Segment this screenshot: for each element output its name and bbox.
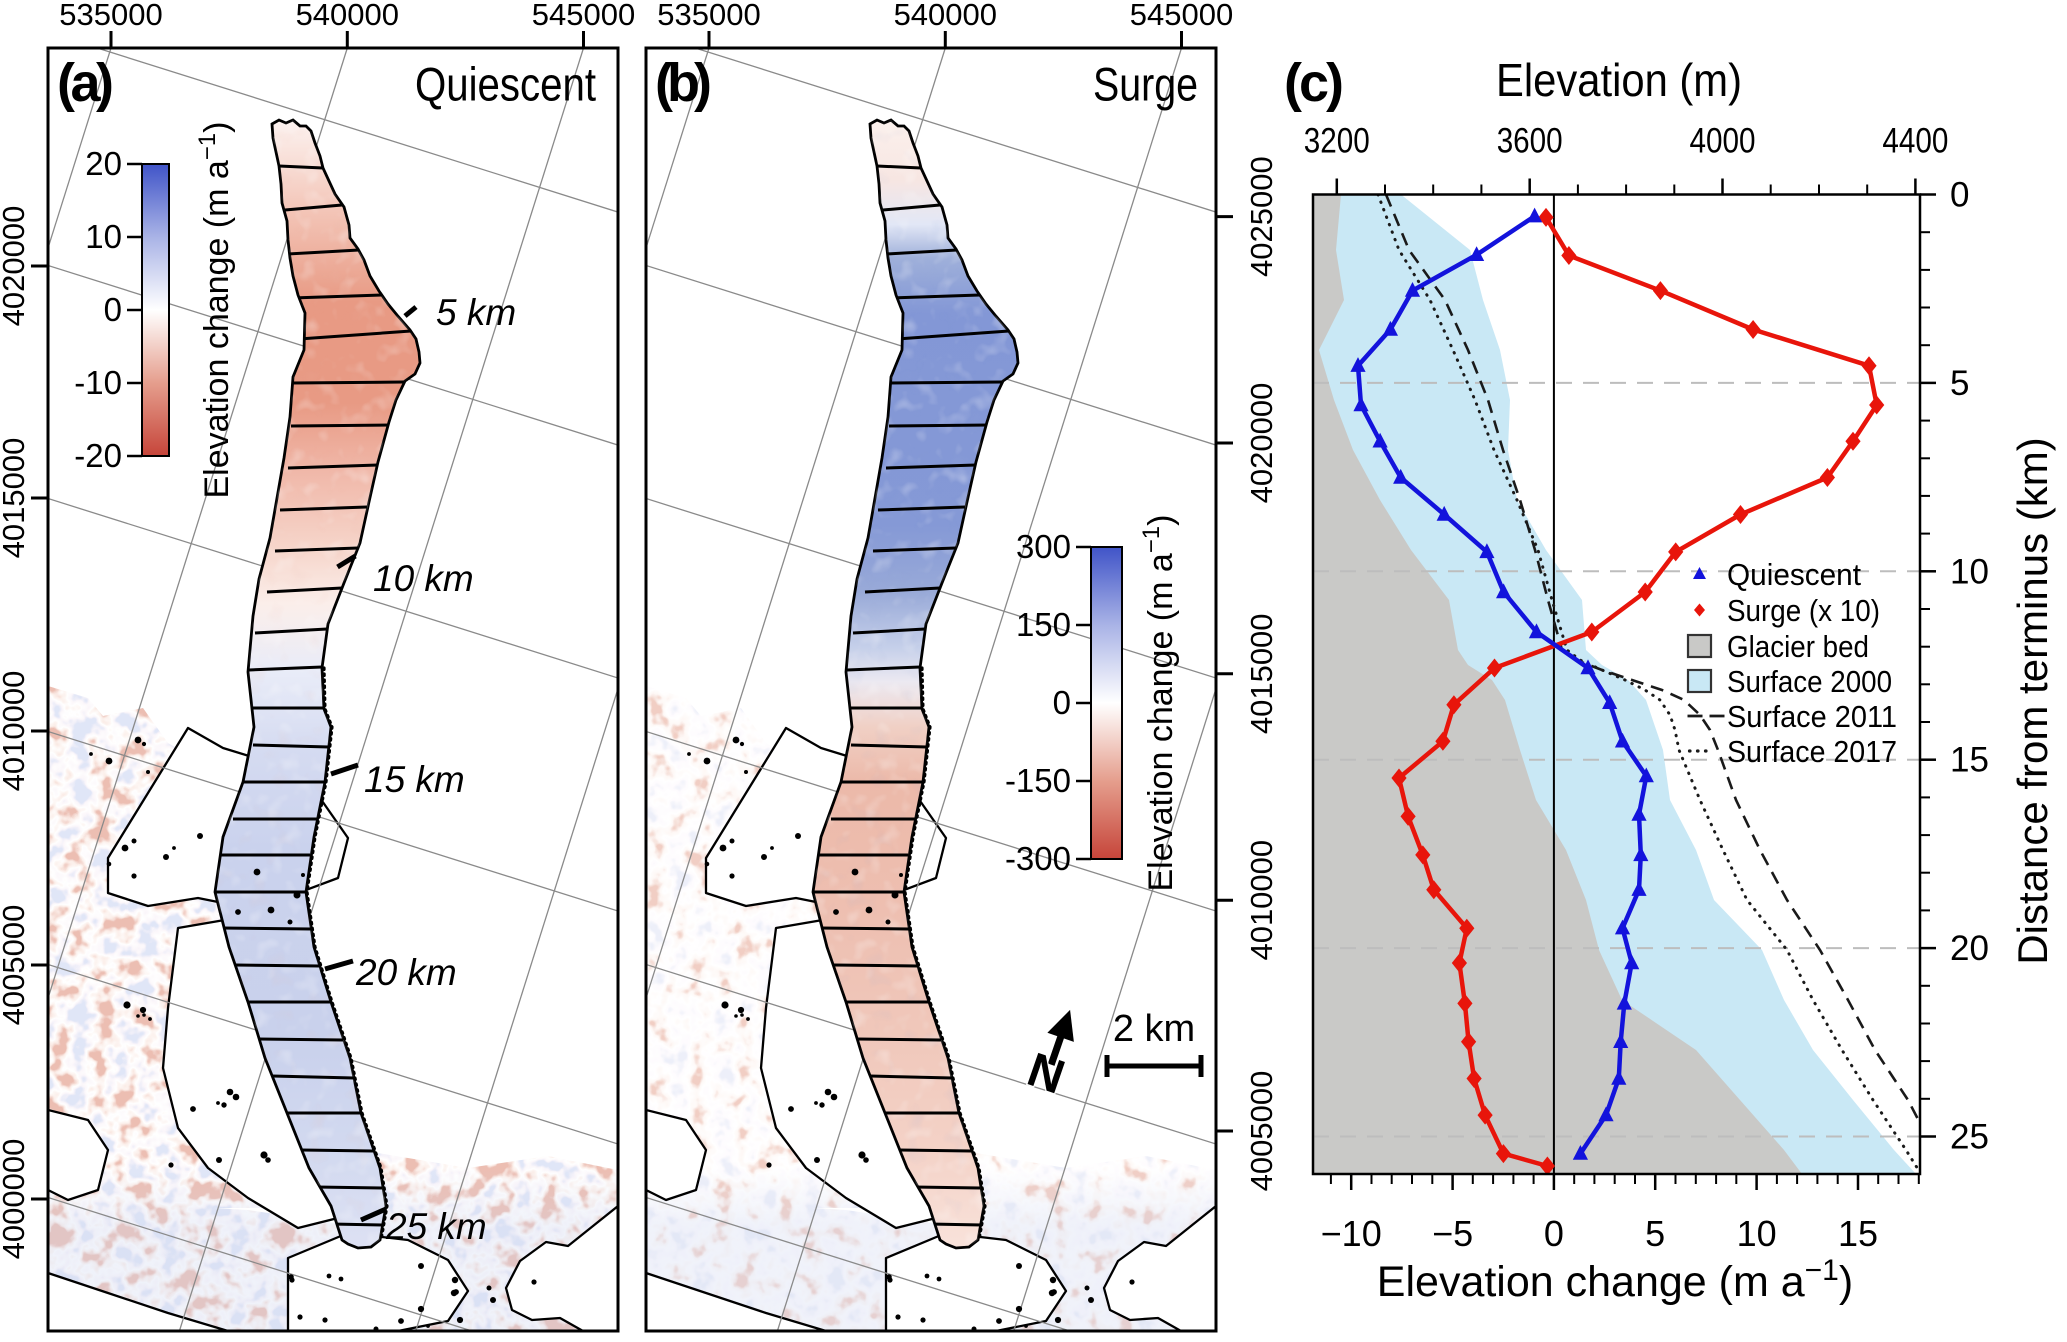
svg-text:Elevation change (m a−1): Elevation change (m a−1): [1138, 514, 1180, 891]
svg-text:Surface 2011: Surface 2011: [1727, 699, 1897, 734]
svg-text:(c): (c): [1284, 53, 1344, 113]
svg-text:Quiescent: Quiescent: [1727, 557, 1861, 592]
svg-text:Surge (x 10): Surge (x 10): [1727, 593, 1880, 628]
svg-text:Surge: Surge: [1093, 58, 1198, 111]
svg-text:−5: −5: [1432, 1213, 1473, 1254]
svg-text:Surface 2000: Surface 2000: [1727, 664, 1892, 699]
svg-text:4025000: 4025000: [1244, 156, 1279, 277]
svg-text:0: 0: [1544, 1213, 1564, 1254]
svg-text:4010000: 4010000: [1244, 840, 1279, 961]
svg-text:10: 10: [1950, 552, 1989, 591]
svg-text:0: 0: [1950, 176, 1969, 215]
svg-text:5 km: 5 km: [436, 292, 516, 333]
svg-text:3600: 3600: [1497, 122, 1563, 161]
svg-text:15: 15: [1950, 741, 1989, 780]
svg-text:535000: 535000: [59, 0, 162, 32]
svg-text:4015000: 4015000: [1244, 613, 1279, 734]
svg-text:0: 0: [104, 291, 122, 328]
svg-text:150: 150: [1016, 606, 1071, 643]
svg-text:3200: 3200: [1304, 122, 1370, 161]
svg-text:4005000: 4005000: [1244, 1071, 1279, 1192]
svg-text:5: 5: [1645, 1213, 1665, 1254]
svg-text:4005000: 4005000: [0, 905, 31, 1026]
svg-text:20: 20: [1950, 929, 1989, 968]
svg-text:4400: 4400: [1882, 122, 1948, 161]
svg-text:0: 0: [1053, 684, 1071, 721]
svg-text:15: 15: [1838, 1213, 1878, 1254]
svg-text:−10: −10: [1321, 1213, 1382, 1254]
svg-text:Glacier bed: Glacier bed: [1727, 629, 1869, 664]
svg-text:10: 10: [1737, 1213, 1777, 1254]
svg-text:535000: 535000: [657, 0, 760, 32]
svg-text:20: 20: [85, 145, 122, 182]
svg-text:4000000: 4000000: [0, 1139, 31, 1260]
svg-text:545000: 545000: [1130, 0, 1233, 32]
svg-text:(a): (a): [57, 53, 114, 113]
svg-text:4000: 4000: [1690, 122, 1756, 161]
svg-text:-20: -20: [74, 437, 122, 474]
svg-text:2 km: 2 km: [1113, 1008, 1195, 1050]
svg-text:10: 10: [85, 218, 122, 255]
svg-text:Quiescent: Quiescent: [415, 58, 596, 111]
svg-text:Elevation change (m a−1): Elevation change (m a−1): [194, 121, 236, 498]
svg-text:Elevation change (m a−1): Elevation change (m a−1): [1377, 1254, 1853, 1306]
svg-text:25: 25: [1950, 1118, 1989, 1157]
svg-text:N: N: [1021, 1043, 1071, 1104]
svg-text:10 km: 10 km: [373, 558, 474, 599]
svg-text:Distance from terminus (km): Distance from terminus (km): [2009, 437, 2056, 964]
svg-text:540000: 540000: [296, 0, 399, 32]
svg-text:4015000: 4015000: [0, 438, 31, 559]
svg-text:-150: -150: [1005, 762, 1071, 799]
svg-text:20 km: 20 km: [355, 952, 457, 993]
svg-text:4020000: 4020000: [1244, 383, 1279, 504]
svg-text:4020000: 4020000: [0, 206, 31, 327]
svg-text:Elevation (m): Elevation (m): [1496, 54, 1742, 106]
svg-text:545000: 545000: [532, 0, 635, 32]
svg-text:4010000: 4010000: [0, 671, 31, 792]
svg-text:300: 300: [1016, 528, 1071, 565]
svg-text:-10: -10: [74, 364, 122, 401]
svg-text:-300: -300: [1005, 840, 1071, 877]
svg-text:15 km: 15 km: [364, 759, 465, 800]
svg-text:540000: 540000: [894, 0, 997, 32]
svg-text:Surface 2017: Surface 2017: [1727, 734, 1897, 769]
svg-text:5: 5: [1950, 364, 1969, 403]
svg-text:25 km: 25 km: [385, 1206, 487, 1247]
svg-text:(b): (b): [655, 53, 712, 113]
